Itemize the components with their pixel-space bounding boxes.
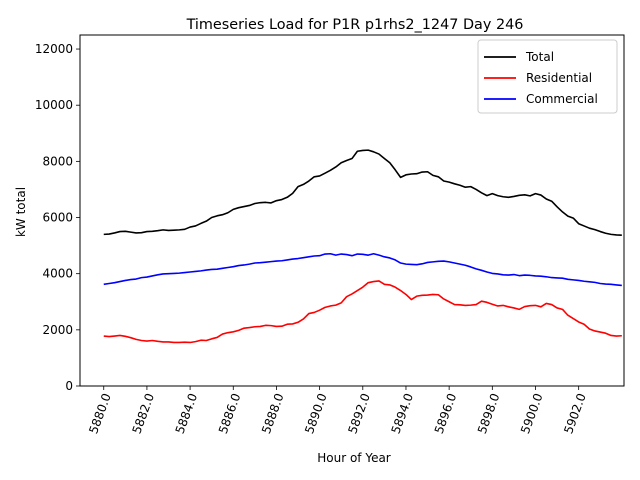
legend-items: Total Residential Commercial: [484, 50, 598, 106]
legend-frame: [477, 39, 618, 114]
legend: Total Residential Commercial: [477, 39, 618, 114]
series-line-total: [103, 149, 622, 237]
series-line-commercial: [103, 252, 622, 287]
y-tick-label: 4000: [42, 267, 73, 281]
chart-title: Timeseries Load for P1R p1rhs2_1247 Day …: [186, 17, 524, 33]
y-tick-label: 2000: [42, 323, 73, 337]
y-axis: 0 2000 4000 6000 8000 10000 12000: [35, 42, 80, 393]
x-axis-title: Hour of Year: [317, 451, 391, 465]
legend-label-residential: Residential: [526, 71, 592, 85]
plot-frame: [79, 34, 625, 387]
legend-label-total: Total: [525, 50, 554, 64]
y-tick-label: 6000: [42, 211, 73, 225]
y-tick-label: 12000: [35, 42, 73, 56]
y-tick-label: 10000: [35, 98, 73, 112]
y-tick-label: 0: [65, 379, 73, 393]
series-layer: [103, 149, 622, 344]
y-tick-label: 8000: [42, 154, 73, 168]
y-axis-title: kW total: [14, 187, 28, 237]
legend-label-commercial: Commercial: [526, 92, 598, 106]
series-line-residential: [103, 280, 622, 344]
